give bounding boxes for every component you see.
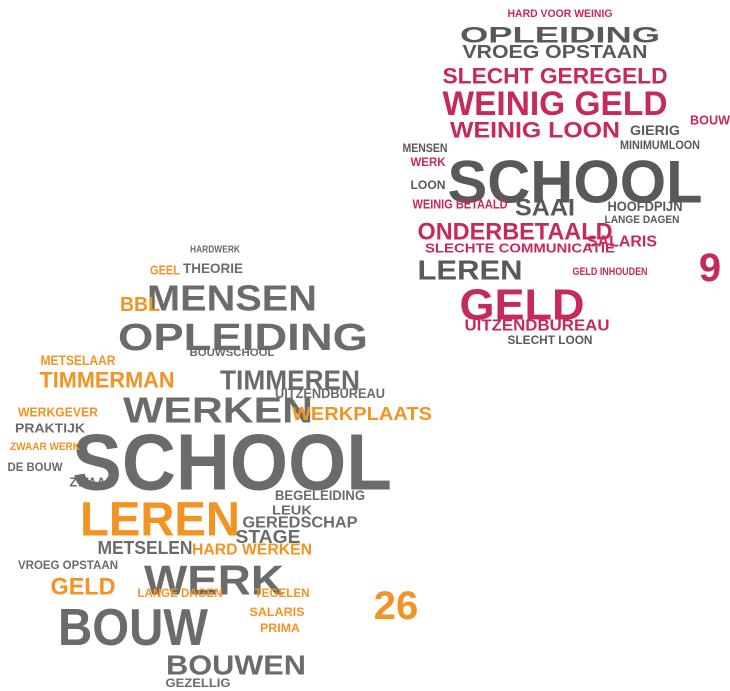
word: VROEG OPSTAAN	[18, 558, 118, 572]
word: GIERIG	[630, 122, 680, 138]
word: LEREN	[80, 494, 240, 547]
word: SAAI	[515, 195, 575, 222]
word: SALARIS	[250, 605, 305, 619]
word: METSELEN	[98, 538, 193, 558]
word: LEUK	[272, 503, 313, 518]
word: WERKGEVER	[18, 405, 99, 420]
count: 9	[699, 246, 721, 290]
word: LANGE DAGEN	[138, 586, 223, 600]
word: WEINIG GELD	[443, 85, 668, 123]
word: HOOFDPIJN	[608, 198, 683, 214]
word: PRAKTIJK	[15, 421, 86, 436]
word: GELD	[460, 281, 585, 330]
word: SCHOOL	[448, 149, 703, 216]
word: LOON	[411, 178, 446, 192]
word: SALARIS	[587, 234, 657, 251]
word: UITZENDBUREAU	[465, 318, 610, 335]
word: GELD INHOUDEN	[573, 266, 648, 278]
word: DE BOUW	[8, 460, 64, 474]
word: MENSEN	[403, 141, 448, 155]
word: TIMMEREN	[220, 365, 360, 396]
word: STAGE	[236, 527, 301, 547]
word: BOUWSCHOOL	[190, 347, 275, 359]
word: THEORIE	[183, 260, 243, 276]
word: ONDERBETAALD	[418, 219, 613, 246]
word: HARD WERKEN	[192, 542, 312, 559]
word: GEREDSCHAP	[243, 515, 358, 532]
word: ZWAAR WERK	[10, 441, 80, 453]
word: WERKPLAATS	[292, 404, 432, 424]
word: SCHOOL	[72, 418, 392, 507]
word: GEEL	[150, 263, 180, 278]
word: OPLEIDING	[118, 317, 368, 359]
word: PRIMA	[260, 621, 300, 635]
word: WEINIG LOON	[450, 118, 620, 143]
word: TEGELEN	[255, 586, 310, 600]
count: 26	[374, 584, 419, 628]
word: UITZENDBUREAU	[275, 385, 385, 401]
word: OPLEIDING	[460, 23, 660, 48]
word: MENSEN	[147, 278, 317, 319]
word: BOUW	[58, 599, 209, 657]
word: WEINIG BETAALD	[413, 197, 508, 212]
word: HARD VOOR WEINIG	[508, 8, 613, 20]
word: SLECHT GEREGELD	[443, 64, 668, 89]
word: BEGELEIDING	[275, 487, 365, 503]
word: ZWAAR	[70, 475, 116, 490]
word: MINIMUMLOON	[620, 138, 700, 152]
word: VROEG OPSTAAN	[463, 42, 648, 62]
word: GEZELLIG	[166, 676, 231, 690]
word: WERK	[411, 155, 446, 169]
word: METSELAAR	[41, 352, 116, 368]
word: SLECHTE COMMUNICATIE	[425, 241, 615, 256]
word: BBL	[120, 294, 160, 316]
word: HARDWERK	[190, 245, 241, 256]
word: LANGE DAGEN	[605, 214, 680, 226]
word: TIMMERMAN	[40, 368, 175, 393]
word: BOUW	[690, 113, 730, 128]
word: LEREN	[418, 255, 523, 286]
word: WERKEN	[123, 390, 313, 431]
word: BOUWEN	[166, 650, 306, 681]
word: SLECHT LOON	[508, 333, 593, 347]
word: GELD	[51, 574, 116, 601]
word: WERK	[144, 557, 284, 604]
